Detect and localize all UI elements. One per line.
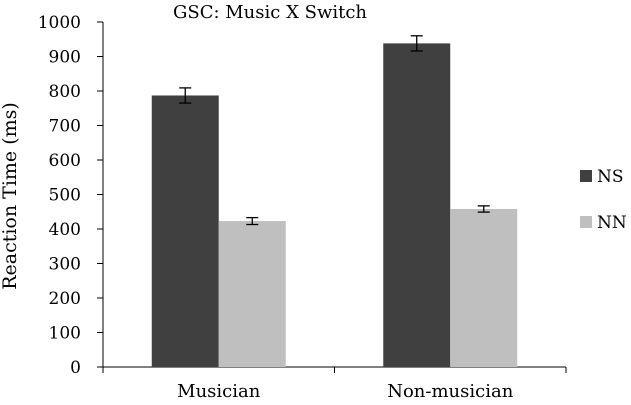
legend-swatch-nn [580,216,592,228]
y-tick-label: 800 [49,82,81,102]
y-tick-label: 700 [49,117,81,137]
legend-swatch-ns [580,170,592,182]
y-tick-label: 600 [49,151,81,171]
x-tick-label: Musician [177,381,261,402]
y-tick-label: 500 [49,186,81,206]
bar-ns-musician [151,95,219,368]
y-axis-label: Reaction Time (ms) [0,102,21,290]
x-tick-label: Non-musician [387,381,513,402]
plot-area: 0 100 200 300 400 500 600 700 800 900 1000 Musician… [38,13,567,402]
y-tick-label: 300 [49,255,81,275]
y-tick-label: 1000 [38,13,81,33]
legend: NS NN [580,167,627,233]
bar-nn-non-musician [450,208,518,367]
y-tick-label: 0 [70,358,81,378]
y-tick-label: 400 [49,220,81,240]
y-tick-label: 200 [49,289,81,309]
y-tick-label: 100 [49,324,81,344]
legend-label-ns: NS [597,167,624,187]
error-bar [246,216,259,226]
error-bar [179,87,192,104]
bar-ns-non-musician [383,43,451,367]
error-bar [477,205,490,213]
bar-nn-musician [218,221,286,367]
legend-label-nn: NN [597,213,627,233]
chart-title: GSC: Music X Switch [173,2,367,23]
y-tick-label: 900 [49,48,81,68]
error-bar [410,35,423,52]
